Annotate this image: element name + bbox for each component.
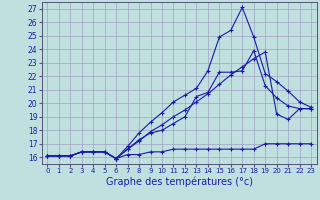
X-axis label: Graphe des températures (°c): Graphe des températures (°c)	[106, 177, 253, 187]
